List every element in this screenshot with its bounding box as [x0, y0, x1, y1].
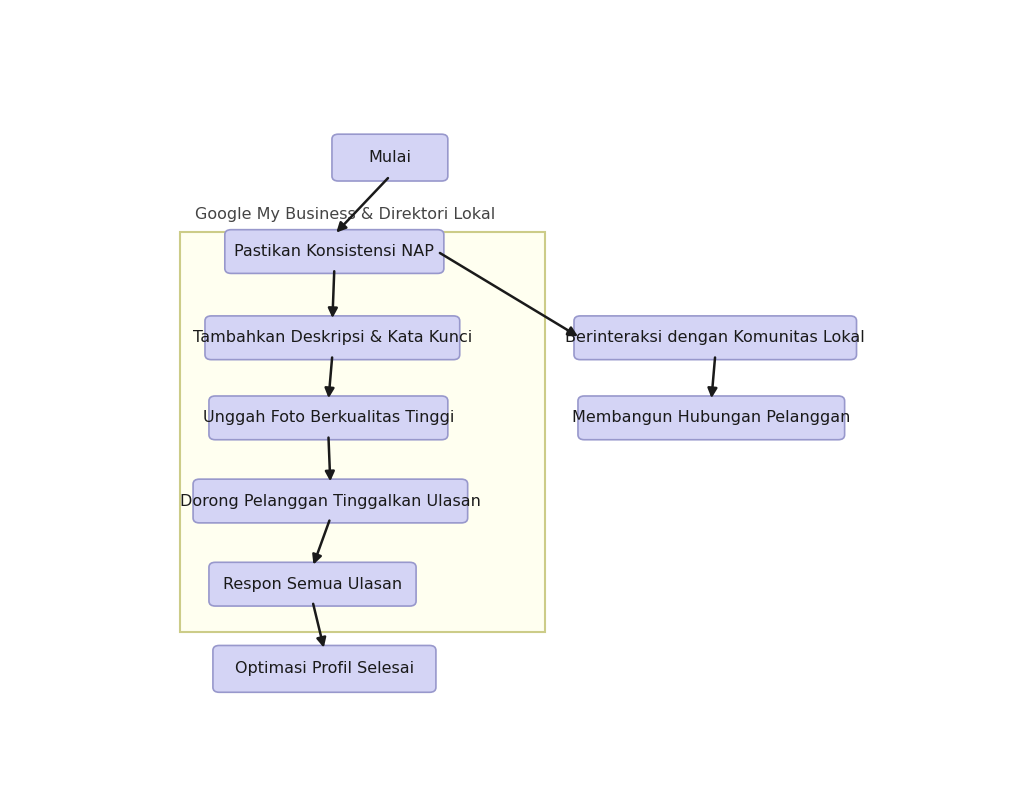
Text: Respon Semua Ulasan: Respon Semua Ulasan: [223, 577, 402, 592]
Text: Tambahkan Deskripsi & Kata Kunci: Tambahkan Deskripsi & Kata Kunci: [193, 330, 472, 346]
FancyBboxPatch shape: [574, 316, 856, 360]
FancyBboxPatch shape: [209, 562, 416, 606]
Text: Google My Business & Direktori Lokal: Google My Business & Direktori Lokal: [196, 207, 496, 222]
FancyBboxPatch shape: [209, 396, 447, 440]
FancyBboxPatch shape: [332, 134, 447, 181]
Text: Pastikan Konsistensi NAP: Pastikan Konsistensi NAP: [234, 244, 434, 259]
FancyBboxPatch shape: [213, 646, 436, 692]
FancyBboxPatch shape: [225, 230, 443, 274]
Text: Berinteraksi dengan Komunitas Lokal: Berinteraksi dengan Komunitas Lokal: [565, 330, 865, 346]
Text: Dorong Pelanggan Tinggalkan Ulasan: Dorong Pelanggan Tinggalkan Ulasan: [180, 494, 481, 509]
FancyBboxPatch shape: [205, 316, 460, 360]
FancyBboxPatch shape: [578, 396, 845, 440]
Text: Optimasi Profil Selesai: Optimasi Profil Selesai: [234, 662, 414, 676]
Text: Unggah Foto Berkualitas Tinggi: Unggah Foto Berkualitas Tinggi: [203, 410, 454, 426]
FancyBboxPatch shape: [194, 479, 468, 523]
FancyBboxPatch shape: [179, 231, 545, 632]
Text: Membangun Hubungan Pelanggan: Membangun Hubungan Pelanggan: [572, 410, 851, 426]
Text: Mulai: Mulai: [369, 150, 412, 165]
